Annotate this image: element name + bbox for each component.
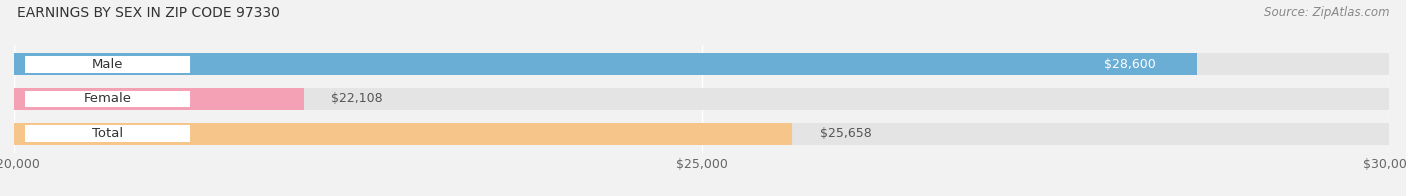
Text: $22,108: $22,108: [332, 93, 382, 105]
Text: $28,600: $28,600: [1104, 58, 1156, 71]
Text: Male: Male: [91, 58, 124, 71]
Bar: [14, 123, 792, 144]
Bar: [14, 88, 1389, 110]
Bar: [14, 54, 1197, 75]
Text: $25,658: $25,658: [820, 127, 872, 140]
Bar: [25, 91, 190, 107]
Text: EARNINGS BY SEX IN ZIP CODE 97330: EARNINGS BY SEX IN ZIP CODE 97330: [17, 6, 280, 20]
Bar: [14, 123, 1389, 144]
Text: Female: Female: [83, 93, 132, 105]
Bar: [14, 54, 1389, 75]
Bar: [25, 56, 190, 73]
Text: Total: Total: [91, 127, 124, 140]
Text: Source: ZipAtlas.com: Source: ZipAtlas.com: [1264, 6, 1389, 19]
Bar: [14, 88, 304, 110]
Bar: [25, 125, 190, 142]
